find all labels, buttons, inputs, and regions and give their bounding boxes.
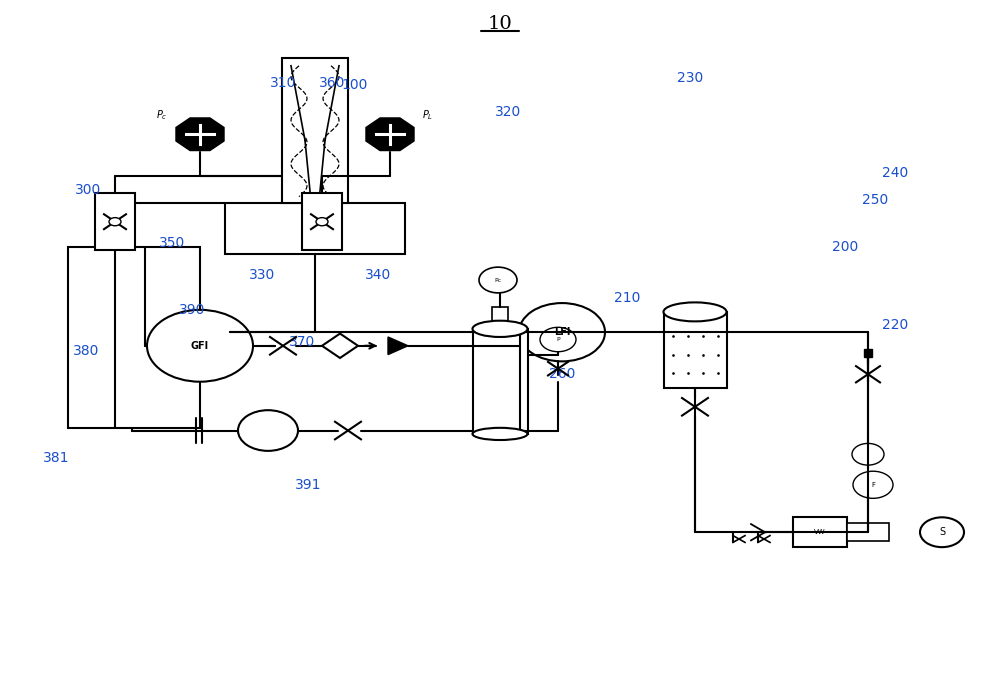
Text: 360: 360	[319, 76, 345, 89]
Text: 320: 320	[495, 105, 521, 119]
Text: S: S	[939, 527, 945, 537]
Text: 380: 380	[73, 344, 99, 357]
Polygon shape	[388, 337, 408, 355]
Circle shape	[316, 218, 328, 226]
Text: $P_c$: $P_c$	[156, 108, 168, 122]
Bar	[793, 517, 847, 547]
Text: 340: 340	[365, 268, 391, 281]
Circle shape	[147, 310, 253, 382]
Bar	[847, 523, 889, 541]
Text: 390: 390	[179, 303, 205, 317]
Circle shape	[238, 410, 298, 451]
Text: 330: 330	[249, 268, 275, 281]
Circle shape	[853, 471, 893, 498]
Text: 10: 10	[488, 15, 512, 33]
Text: VW: VW	[814, 530, 826, 535]
Text: LFI: LFI	[554, 327, 570, 337]
Text: 200: 200	[832, 241, 858, 254]
Bar	[473, 329, 528, 434]
Polygon shape	[176, 118, 224, 151]
Text: 260: 260	[549, 367, 575, 381]
Bar	[95, 193, 135, 250]
Text: F: F	[871, 482, 875, 487]
Bar	[664, 312, 726, 388]
Bar	[492, 307, 508, 322]
Text: 210: 210	[614, 292, 640, 305]
Bar	[282, 58, 348, 203]
Text: 240: 240	[882, 166, 908, 180]
Ellipse shape	[664, 302, 726, 321]
Text: 250: 250	[862, 193, 888, 207]
Bar	[225, 203, 405, 254]
Text: 391: 391	[295, 478, 321, 492]
Text: Pc: Pc	[494, 277, 502, 283]
Circle shape	[920, 517, 964, 547]
Text: 370: 370	[289, 336, 315, 349]
Text: 350: 350	[159, 236, 185, 250]
Ellipse shape	[473, 321, 528, 337]
Circle shape	[519, 303, 605, 361]
Circle shape	[540, 327, 576, 352]
Polygon shape	[366, 118, 414, 151]
Text: GFI: GFI	[191, 341, 209, 351]
Text: $P_L$: $P_L$	[422, 108, 434, 122]
Bar	[68, 247, 200, 428]
Text: 220: 220	[882, 319, 908, 332]
Text: 300: 300	[75, 183, 101, 197]
Text: 230: 230	[677, 71, 703, 85]
Text: 310: 310	[270, 76, 296, 89]
Ellipse shape	[473, 428, 528, 440]
Circle shape	[852, 443, 884, 465]
Text: 381: 381	[43, 451, 69, 464]
Text: 100: 100	[342, 78, 368, 92]
Circle shape	[479, 267, 517, 293]
Circle shape	[109, 218, 121, 226]
Text: P: P	[556, 337, 560, 342]
Bar	[302, 193, 342, 250]
